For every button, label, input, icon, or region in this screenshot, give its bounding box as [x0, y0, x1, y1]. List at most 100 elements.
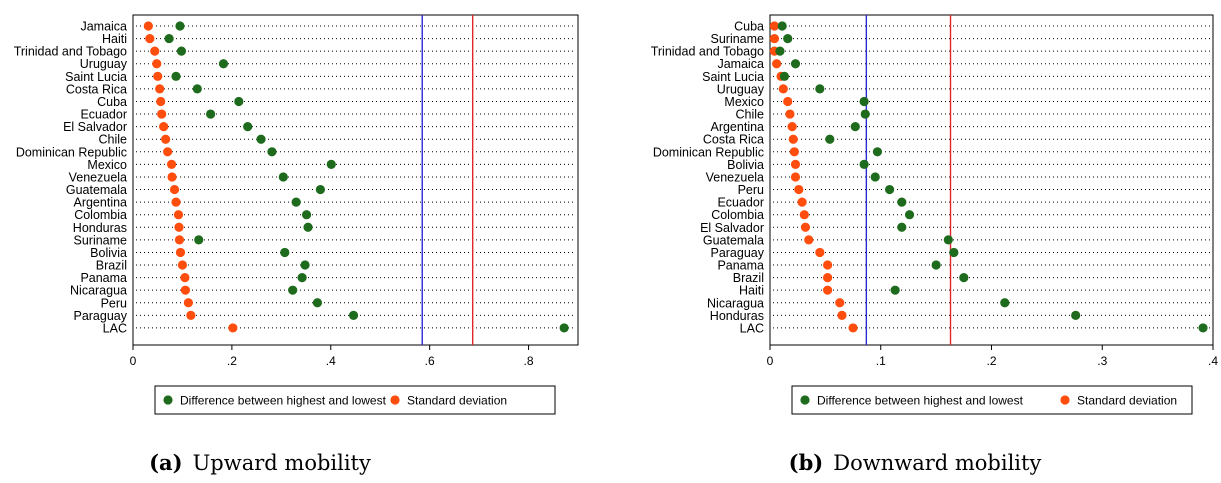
category-label: Ecuador [80, 108, 127, 122]
point-standard-deviation [177, 260, 188, 270]
point-standard-deviation [143, 21, 153, 31]
category-label: Venezuela [706, 170, 764, 184]
category-label: Argentina [710, 120, 764, 134]
point-standard-deviation [799, 210, 809, 220]
category-label: Panama [80, 271, 127, 285]
category-label: Guatemala [703, 233, 764, 247]
category-label: Ecuador [717, 196, 764, 210]
legend: Difference between highest and lowest Sta… [791, 385, 1193, 415]
point-standard-deviation [180, 285, 191, 295]
category-label: Trinidad and Tobago [651, 45, 764, 59]
point-difference [348, 310, 359, 320]
point-difference [825, 134, 835, 144]
category-label: Peru [101, 296, 127, 310]
category-label: Nicaragua [707, 296, 764, 310]
point-standard-deviation [180, 273, 190, 283]
point-difference [288, 285, 298, 295]
legend-marker-difference [163, 395, 173, 405]
point-standard-deviation [228, 323, 238, 333]
point-difference [297, 273, 307, 283]
point-standard-deviation [183, 298, 193, 308]
point-difference [775, 46, 785, 56]
point-difference [931, 260, 941, 270]
category-label: Paraguay [710, 246, 764, 260]
category-label: Haiti [102, 32, 127, 46]
legend-marker-standard-deviation [1060, 395, 1070, 405]
point-standard-deviation [794, 184, 804, 195]
point-standard-deviation [175, 247, 186, 258]
point-difference [777, 21, 787, 31]
category-label: Trinidad and Tobago [14, 45, 127, 59]
category-label: Honduras [73, 221, 127, 235]
point-difference [890, 285, 900, 295]
point-standard-deviation [789, 147, 799, 157]
caption-letter: (a) [149, 450, 182, 475]
caption: (a) Upward mobility [149, 450, 371, 475]
point-standard-deviation [837, 310, 847, 320]
legend-label-standard-deviation: Standard deviation [407, 394, 507, 408]
point-standard-deviation [822, 260, 833, 270]
point-standard-deviation [804, 235, 814, 245]
point-standard-deviation [167, 172, 177, 182]
point-difference [959, 273, 969, 283]
point-difference [218, 59, 229, 69]
point-difference [192, 84, 202, 94]
x-tick-label: .4 [1208, 354, 1218, 368]
point-standard-deviation [155, 84, 165, 94]
point-difference [790, 59, 801, 69]
x-tick-label: 0 [130, 354, 137, 368]
point-difference [815, 84, 825, 94]
category-label: Suriname [74, 233, 128, 247]
point-standard-deviation [783, 96, 793, 107]
point-standard-deviation [778, 84, 788, 94]
legend: Difference between highest and lowest Sta… [154, 385, 556, 415]
point-standard-deviation [785, 109, 795, 119]
caption-letter: (b) [789, 450, 824, 475]
category-label: Argentina [73, 196, 127, 210]
category-label: Honduras [710, 309, 764, 323]
category-label: Saint Lucia [702, 70, 764, 84]
point-standard-deviation [822, 273, 833, 283]
x-tick-label: 0 [767, 354, 774, 368]
point-difference [897, 197, 907, 207]
point-difference [176, 46, 187, 56]
category-label: Jamaica [717, 57, 764, 71]
caption-text: Downward mobility [833, 451, 1041, 475]
point-difference [897, 222, 907, 232]
point-difference [164, 33, 174, 44]
point-difference [315, 184, 325, 195]
category-label: Venezuela [69, 170, 127, 184]
category-label: Cuba [734, 20, 764, 34]
x-tick-label: .3 [1097, 354, 1107, 368]
point-difference [303, 222, 313, 232]
point-standard-deviation [797, 197, 807, 207]
category-label: LAC [103, 321, 127, 335]
point-difference [278, 172, 288, 182]
point-standard-deviation [152, 59, 162, 69]
category-label: Cuba [97, 95, 127, 109]
point-difference [175, 21, 185, 31]
category-label: Brazil [733, 271, 764, 285]
point-standard-deviation [769, 33, 780, 44]
point-standard-deviation [171, 197, 181, 207]
point-difference [326, 159, 336, 169]
category-label: Costa Rica [703, 133, 764, 147]
point-standard-deviation [153, 71, 163, 81]
point-difference [860, 109, 870, 119]
point-difference [885, 184, 895, 195]
point-standard-deviation [145, 33, 155, 44]
category-label: Dominican Republic [16, 145, 127, 159]
category-label: Suriname [711, 32, 765, 46]
legend-box [791, 385, 1193, 415]
x-tick-label: .2 [986, 354, 996, 368]
point-difference [850, 122, 860, 132]
point-difference [870, 172, 880, 182]
point-standard-deviation [166, 159, 177, 169]
caption: (b) Downward mobility [789, 450, 1042, 475]
category-label: Paraguay [73, 309, 127, 323]
category-label: Bolivia [90, 246, 127, 260]
point-difference [949, 247, 959, 258]
category-label: Guatemala [66, 183, 127, 197]
